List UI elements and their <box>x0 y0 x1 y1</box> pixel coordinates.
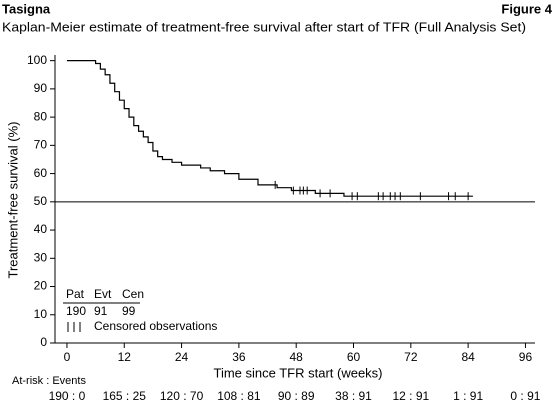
at-risk-value: 90 : 89 <box>278 389 315 403</box>
y-tick-label: 40 <box>34 222 48 236</box>
y-axis-label: Treatment-free survival (%) <box>5 122 20 279</box>
legend-header: Cen <box>122 287 144 301</box>
y-tick-label: 80 <box>34 109 48 123</box>
legend-value: 190 <box>66 304 86 318</box>
y-tick-label: 70 <box>34 138 48 152</box>
legend-value: 91 <box>94 304 108 318</box>
x-axis-label: Time since TFR start (weeks) <box>213 365 382 380</box>
chart-title: Kaplan-Meier estimate of treatment-free … <box>2 19 526 34</box>
at-risk-value: 38 : 91 <box>335 389 372 403</box>
legend-header: Pat <box>66 287 85 301</box>
at-risk-value: 12 : 91 <box>392 389 429 403</box>
y-tick-label: 30 <box>34 250 48 264</box>
x-tick-label: 12 <box>118 350 132 364</box>
x-tick-label: 72 <box>404 350 418 364</box>
at-risk-value: 1 : 91 <box>453 389 483 403</box>
legend-censor-label: Censored observations <box>94 319 217 333</box>
y-tick-label: 60 <box>34 166 48 180</box>
censor-symbol <box>67 322 81 332</box>
at-risk-value: 0 : 91 <box>510 389 540 403</box>
at-risk-value: 108 : 81 <box>217 389 261 403</box>
y-tick-label: 50 <box>34 194 48 208</box>
x-tick-label: 36 <box>232 350 246 364</box>
brand: Tasigna <box>2 1 51 16</box>
x-tick-label: 60 <box>347 350 361 364</box>
legend-header: Evt <box>94 287 112 301</box>
y-tick-label: 90 <box>34 81 48 95</box>
at-risk-value: 190 : 0 <box>49 389 86 403</box>
at-risk-label: At-risk : Events <box>12 375 86 387</box>
y-tick-label: 100 <box>27 53 47 67</box>
legend-value: 99 <box>122 304 136 318</box>
x-tick-label: 48 <box>290 350 304 364</box>
survival-curve <box>66 60 473 197</box>
at-risk-value: 165 : 25 <box>103 389 147 403</box>
x-tick-label: 96 <box>519 350 533 364</box>
y-tick-label: 20 <box>34 279 48 293</box>
x-tick-label: 24 <box>175 350 189 364</box>
y-tick-label: 0 <box>40 335 47 349</box>
y-tick-label: 10 <box>34 307 48 321</box>
at-risk-value: 120 : 70 <box>160 389 204 403</box>
x-tick-label: 0 <box>64 350 71 364</box>
x-tick-label: 84 <box>461 350 475 364</box>
figure-label: Figure 4 <box>501 1 552 16</box>
